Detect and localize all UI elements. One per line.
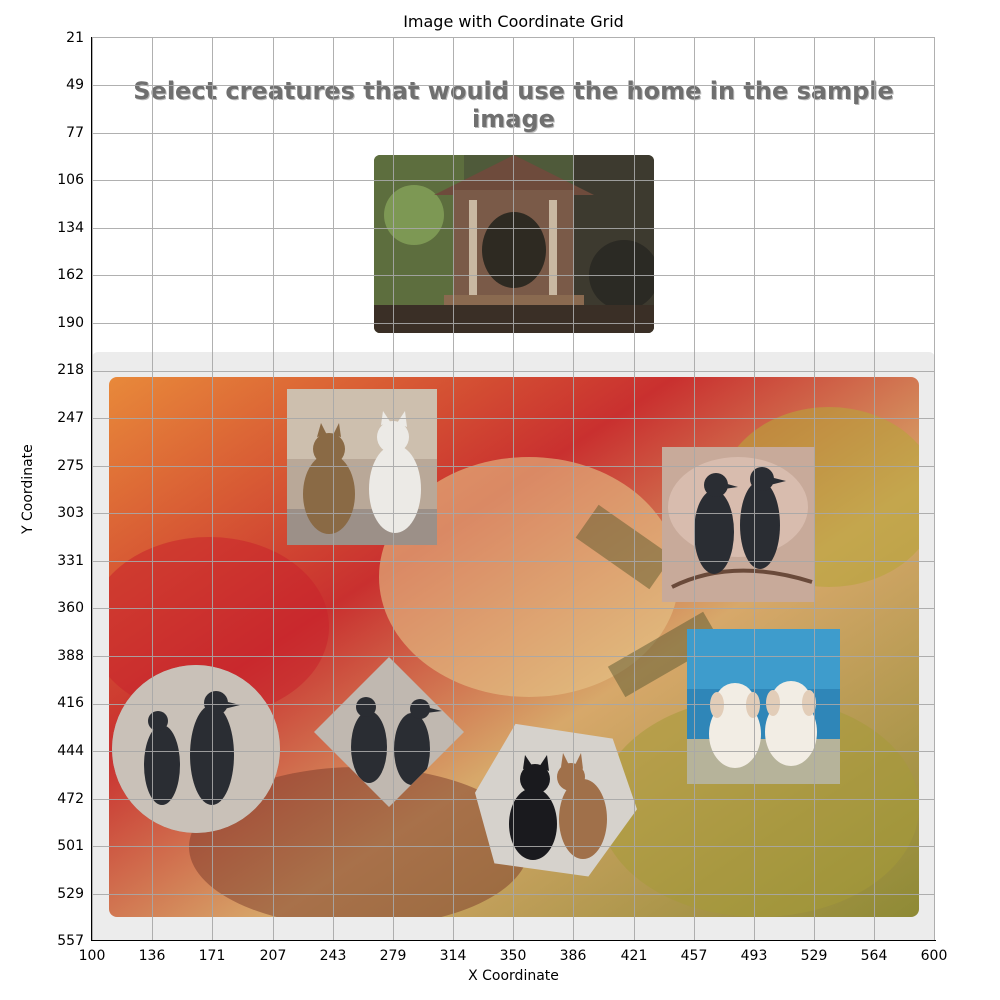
x-tick-label: 350: [499, 948, 527, 964]
plot-area: Select creatures that would use the home…: [92, 37, 935, 941]
x-tick-label: 314: [439, 948, 467, 964]
y-tick-label: 190: [57, 315, 84, 331]
x-axis-label: X Coordinate: [468, 968, 559, 984]
option-crows-pair-2[interactable]: [112, 665, 280, 833]
x-tick-label: 243: [319, 948, 347, 964]
captcha-prompt: Select creatures that would use the home…: [133, 77, 894, 133]
x-tick-label: 171: [198, 948, 226, 964]
y-tick-label: 77: [66, 125, 84, 141]
y-tick-label: 49: [66, 77, 84, 93]
y-tick-label: 501: [57, 838, 84, 854]
x-tick-label: 564: [860, 948, 888, 964]
option-puppies-pair[interactable]: [687, 629, 840, 784]
x-tick-label: 136: [138, 948, 166, 964]
y-tick-label: 106: [57, 172, 84, 188]
y-tick-label: 388: [57, 648, 84, 664]
x-tick-label: 100: [78, 948, 106, 964]
y-tick-label: 472: [57, 791, 84, 807]
x-tick-label: 600: [920, 948, 948, 964]
y-tick-label: 247: [57, 410, 84, 426]
x-tick-label: 529: [800, 948, 828, 964]
options-board: [109, 377, 919, 917]
options-panel: [92, 352, 935, 941]
y-tick-label: 360: [57, 600, 84, 616]
option-cats-pair-1[interactable]: [287, 389, 437, 545]
x-tick-label: 386: [559, 948, 587, 964]
y-tick-label: 529: [57, 886, 84, 902]
y-axis-line: [91, 37, 92, 941]
y-tick-label: 557: [57, 933, 84, 949]
y-tick-label: 21: [66, 30, 84, 46]
x-tick-label: 457: [680, 948, 708, 964]
option-crows-pair-1[interactable]: [662, 447, 815, 602]
figure-title: Image with Coordinate Grid: [403, 12, 624, 31]
y-tick-label: 303: [57, 505, 84, 521]
y-tick-label: 162: [57, 267, 84, 283]
x-tick-label: 493: [740, 948, 768, 964]
y-axis-label: Y Coordinate: [20, 444, 36, 534]
y-tick-label: 275: [57, 458, 84, 474]
x-axis-line: [91, 940, 936, 941]
x-tick-label: 421: [620, 948, 648, 964]
y-tick-label: 416: [57, 695, 84, 711]
y-tick-label: 134: [57, 220, 84, 236]
y-tick-label: 444: [57, 743, 84, 759]
x-tick-label: 207: [259, 948, 287, 964]
birdhouse-image: [374, 155, 654, 333]
x-tick-label: 279: [379, 948, 407, 964]
y-tick-label: 218: [57, 362, 84, 378]
y-tick-label: 331: [57, 553, 84, 569]
